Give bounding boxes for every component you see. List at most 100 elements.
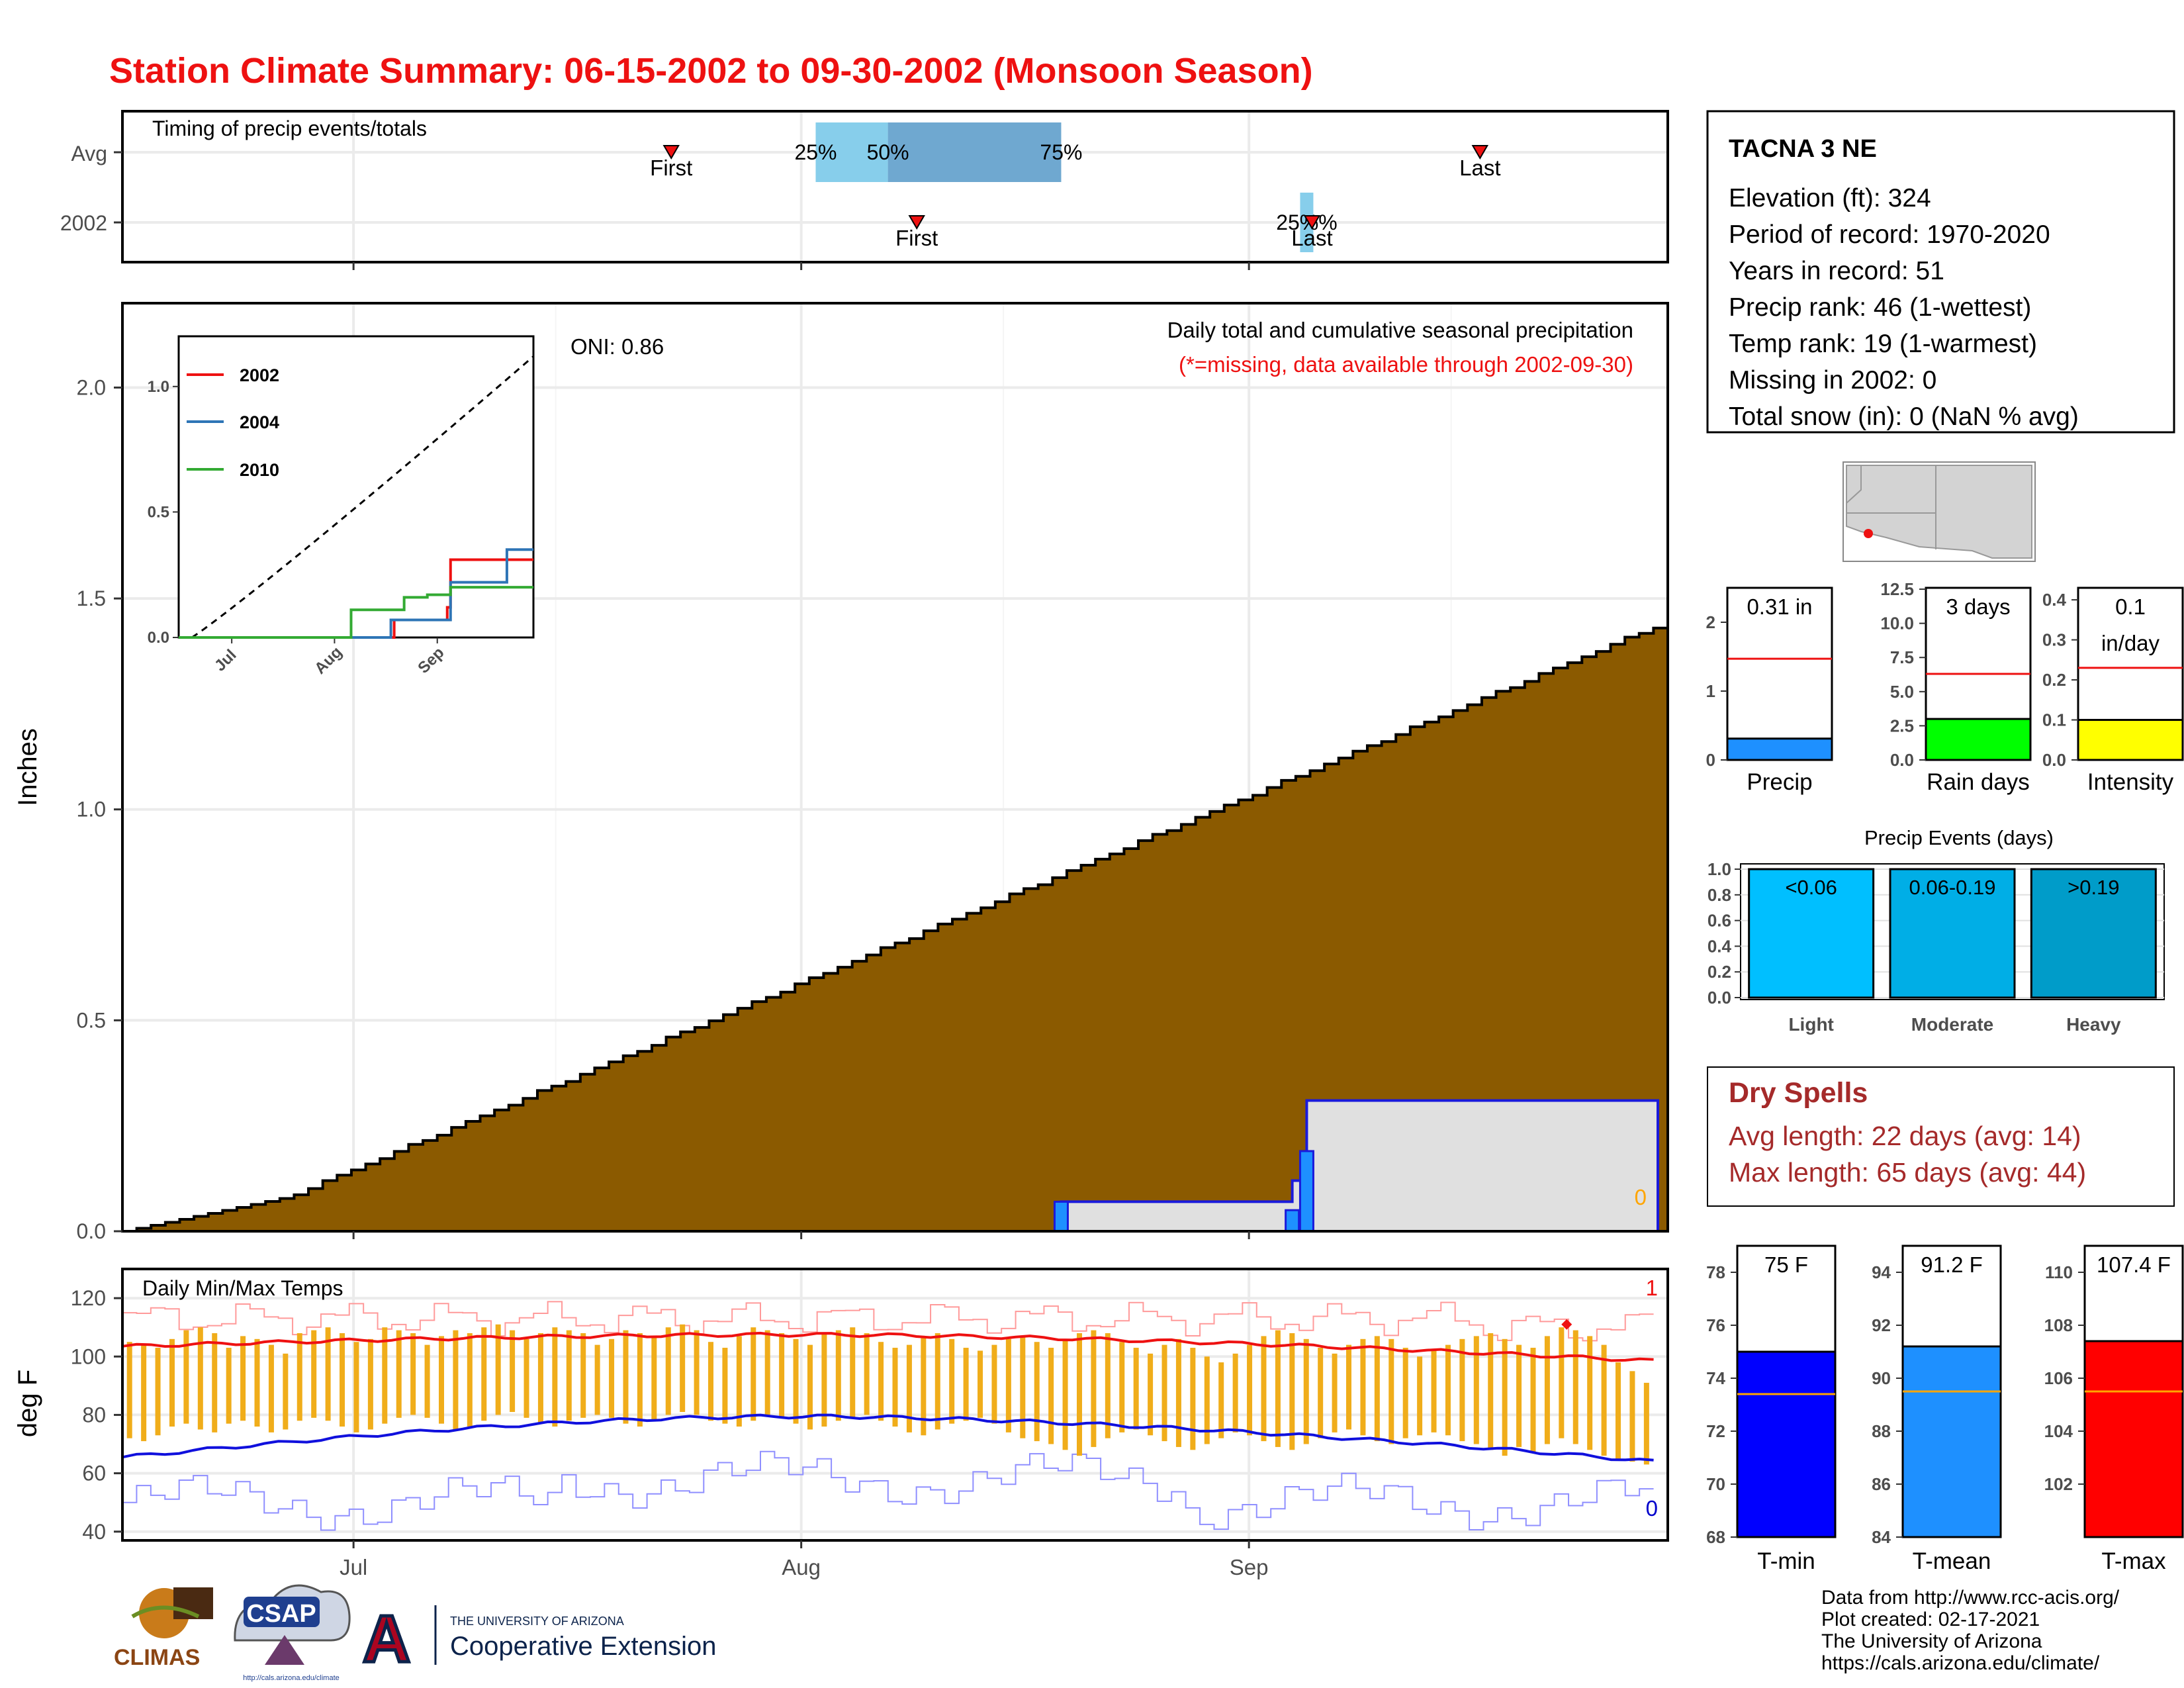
inset-y-tick-label: 0.5 — [148, 503, 169, 521]
avg-q50-label: 50% — [867, 140, 909, 164]
avg-last-marker — [1471, 145, 1489, 160]
events-y-tick-label: 0.6 — [1707, 911, 1731, 931]
daily-temp-bar — [1161, 1344, 1167, 1442]
precip-y-tick-label: 1.0 — [77, 798, 106, 821]
daily-temp-bar — [1005, 1338, 1011, 1432]
temp-x-tick-label: Aug — [782, 1555, 821, 1579]
event-range-label: >0.19 — [2068, 876, 2119, 899]
event-range-label: 0.06-0.19 — [1909, 876, 1996, 899]
daily-temp-bar — [523, 1338, 529, 1418]
daily-temp-bar — [864, 1333, 870, 1415]
csap-logo-text: CSAP — [246, 1600, 316, 1628]
info-precip-rank: Precip rank: 46 (1-wettest) — [1729, 293, 2031, 322]
daily-temp-bar — [1629, 1371, 1635, 1462]
credit-plot-created: Plot created: 02-17-2021 — [1821, 1609, 2040, 1630]
mini-bar-y-tick-label: 2.5 — [1890, 716, 1914, 735]
mini-bar-y-tick-label: 5.0 — [1890, 682, 1914, 702]
daily-temp-bar — [1261, 1336, 1267, 1442]
daily-temp-bar — [1133, 1348, 1139, 1430]
credit-data-source: Data from http://www.rcc-acis.org/ — [1821, 1587, 2120, 1609]
daily-temp-bar — [467, 1333, 473, 1427]
daily-temp-bar — [396, 1330, 402, 1418]
daily-temp-bar — [680, 1324, 686, 1413]
year-first-label: First — [895, 226, 938, 250]
temperature-panel: 40 60 80 100 120 Daily Min/Max Temps deg F 1… — [13, 1268, 1669, 1579]
temperature-panel-border — [121, 1268, 1669, 1542]
dry-spells-title: Dry Spells — [1729, 1077, 1868, 1109]
locator-map-borders — [1846, 465, 1936, 549]
daily-temp-bar — [155, 1348, 161, 1436]
csap-logo: CSAP http://cals.arizona.edu/climate — [234, 1584, 351, 1682]
daily-temp-bar — [694, 1330, 700, 1415]
timing-row-avg-label: Avg — [71, 142, 107, 165]
temp-bar-y-tick-label: 86 — [1872, 1474, 1891, 1494]
temperature-corner-top: 1 — [1646, 1276, 1658, 1300]
mini-bar-y-tick-label: 0.2 — [2042, 670, 2066, 690]
mini-bar-value-unit-intensity: in/day — [2101, 631, 2160, 655]
mini-bar-value-label-precip: 0.31 in — [1747, 594, 1812, 619]
event-category-label: Moderate — [1911, 1014, 1993, 1035]
daily-temp-bar — [283, 1353, 289, 1430]
daily-temp-bar — [1516, 1344, 1522, 1447]
mini-bar-value-raindays — [1925, 718, 2032, 761]
inset-chart-frame — [177, 335, 535, 639]
university-of-arizona-logo: A THE UNIVERSITY OF ARIZONA Cooperative … — [361, 1601, 717, 1678]
precip-summary-bars: 0.31 in 0 1 2 Precip 3 days 0.0 2.5 5.0 7.5 10.0 12… — [1706, 579, 2184, 795]
event-bar-heavy — [2030, 868, 2157, 999]
daily-temp-bar — [1020, 1336, 1026, 1438]
temp-bar-value-tmin — [1736, 1350, 1837, 1538]
precip-y-axis: 0.0 0.5 1.0 1.5 2.0 — [77, 375, 1250, 1243]
daily-temp-bar — [1076, 1333, 1082, 1456]
precip-y-tick-label: 2.0 — [77, 375, 106, 399]
temp-bar-y-tick-label: 92 — [1872, 1315, 1891, 1335]
daily-precip-bar — [1285, 1209, 1300, 1233]
temperature-y-axis: 40 60 80 100 120 — [71, 1286, 122, 1544]
temperature-series — [122, 1301, 1654, 1531]
ua-line1: THE UNIVERSITY OF ARIZONA — [450, 1615, 624, 1628]
csap-logo-mountains — [265, 1635, 304, 1665]
mini-bar-value-label-intensity: 0.1 — [2115, 594, 2146, 619]
daily-temp-bar — [510, 1330, 516, 1413]
inset-series-2002 — [179, 558, 533, 639]
daily-temp-bar — [1459, 1338, 1465, 1442]
events-y-tick-label: 0.0 — [1707, 988, 1731, 1008]
dry-spells-avg-length: Avg length: 22 days (avg: 14) — [1729, 1121, 2081, 1151]
year-first-marker — [908, 215, 925, 230]
daily-temp-bar — [609, 1338, 615, 1418]
legend-label-2002: 2002 — [240, 365, 279, 385]
events-y-tick-label: 1.0 — [1707, 859, 1731, 879]
daily-temp-bar — [367, 1338, 373, 1430]
daily-temp-bar — [353, 1342, 359, 1432]
event-category-label: Light — [1788, 1014, 1833, 1035]
inset-series-2010 — [179, 586, 533, 639]
mini-bar-axis-label-precip: Precip — [1747, 769, 1812, 795]
daily-temp-bar — [1091, 1330, 1097, 1447]
station-info-box: TACNA 3 NE Elevation (ft): 324 Period of… — [1706, 110, 2175, 434]
year-last-label: Last — [1291, 226, 1332, 250]
daily-temp-bar — [1175, 1338, 1181, 1447]
daily-temp-bar — [1530, 1348, 1536, 1453]
precip-y-tick-label: 1.5 — [77, 586, 106, 610]
daily-temp-bar — [410, 1333, 416, 1415]
event-range-label: <0.06 — [1785, 876, 1837, 899]
timing-row-year-label: 2002 — [60, 211, 107, 235]
daily-temp-bar — [764, 1330, 770, 1415]
precip-corner-label: 0 — [1635, 1185, 1647, 1209]
temperature-panel-title: Daily Min/Max Temps — [142, 1276, 343, 1300]
mini-bar-frame-precip — [1726, 586, 1833, 761]
temp-bar-y-tick-label: 84 — [1872, 1527, 1891, 1547]
daily-temp-bar — [1034, 1342, 1040, 1442]
daily-temp-bar — [779, 1333, 785, 1418]
daily-temp-bar — [453, 1330, 459, 1430]
daily-temp-bar — [141, 1344, 147, 1442]
temp-bar-y-tick-label: 88 — [1872, 1421, 1891, 1441]
ua-a-mark: A — [363, 1602, 410, 1676]
daily-temp-bar — [495, 1324, 501, 1415]
mini-bar-y-tick-label: 0.1 — [2042, 710, 2066, 730]
daily-temp-bar — [1346, 1344, 1352, 1430]
record-low-line — [122, 1450, 1654, 1531]
daily-temp-bar — [212, 1333, 218, 1432]
daily-temp-bar — [949, 1338, 955, 1424]
daily-temp-bar — [637, 1333, 643, 1427]
credit-university: The University of Arizona — [1821, 1630, 2042, 1652]
